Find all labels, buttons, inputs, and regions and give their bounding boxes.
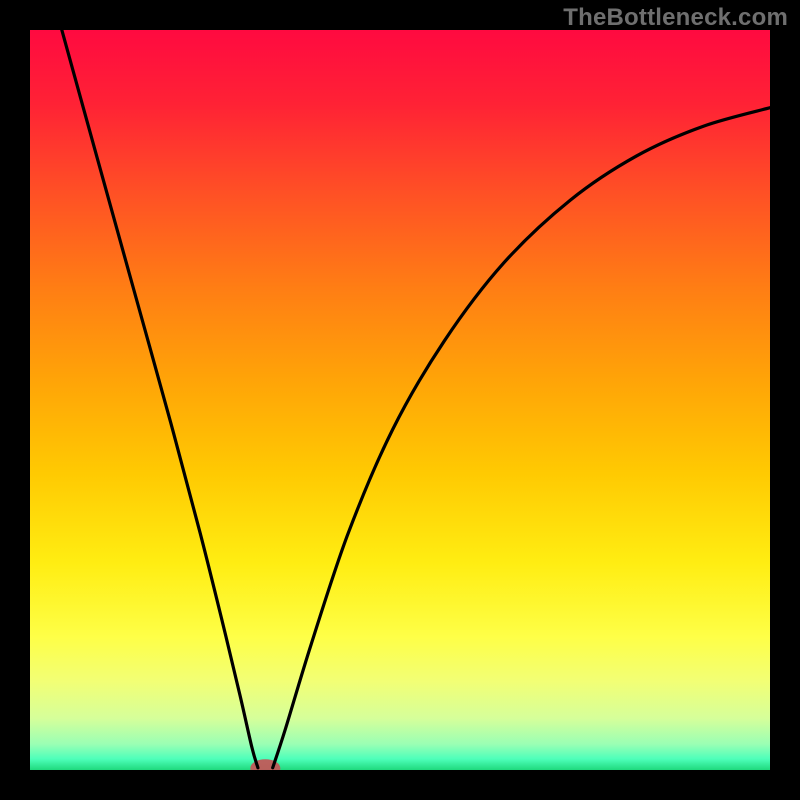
watermark-text: TheBottleneck.com	[563, 4, 788, 32]
chart-svg	[0, 0, 800, 800]
chart-background	[30, 30, 770, 770]
bottleneck-chart: TheBottleneck.com	[0, 0, 800, 800]
